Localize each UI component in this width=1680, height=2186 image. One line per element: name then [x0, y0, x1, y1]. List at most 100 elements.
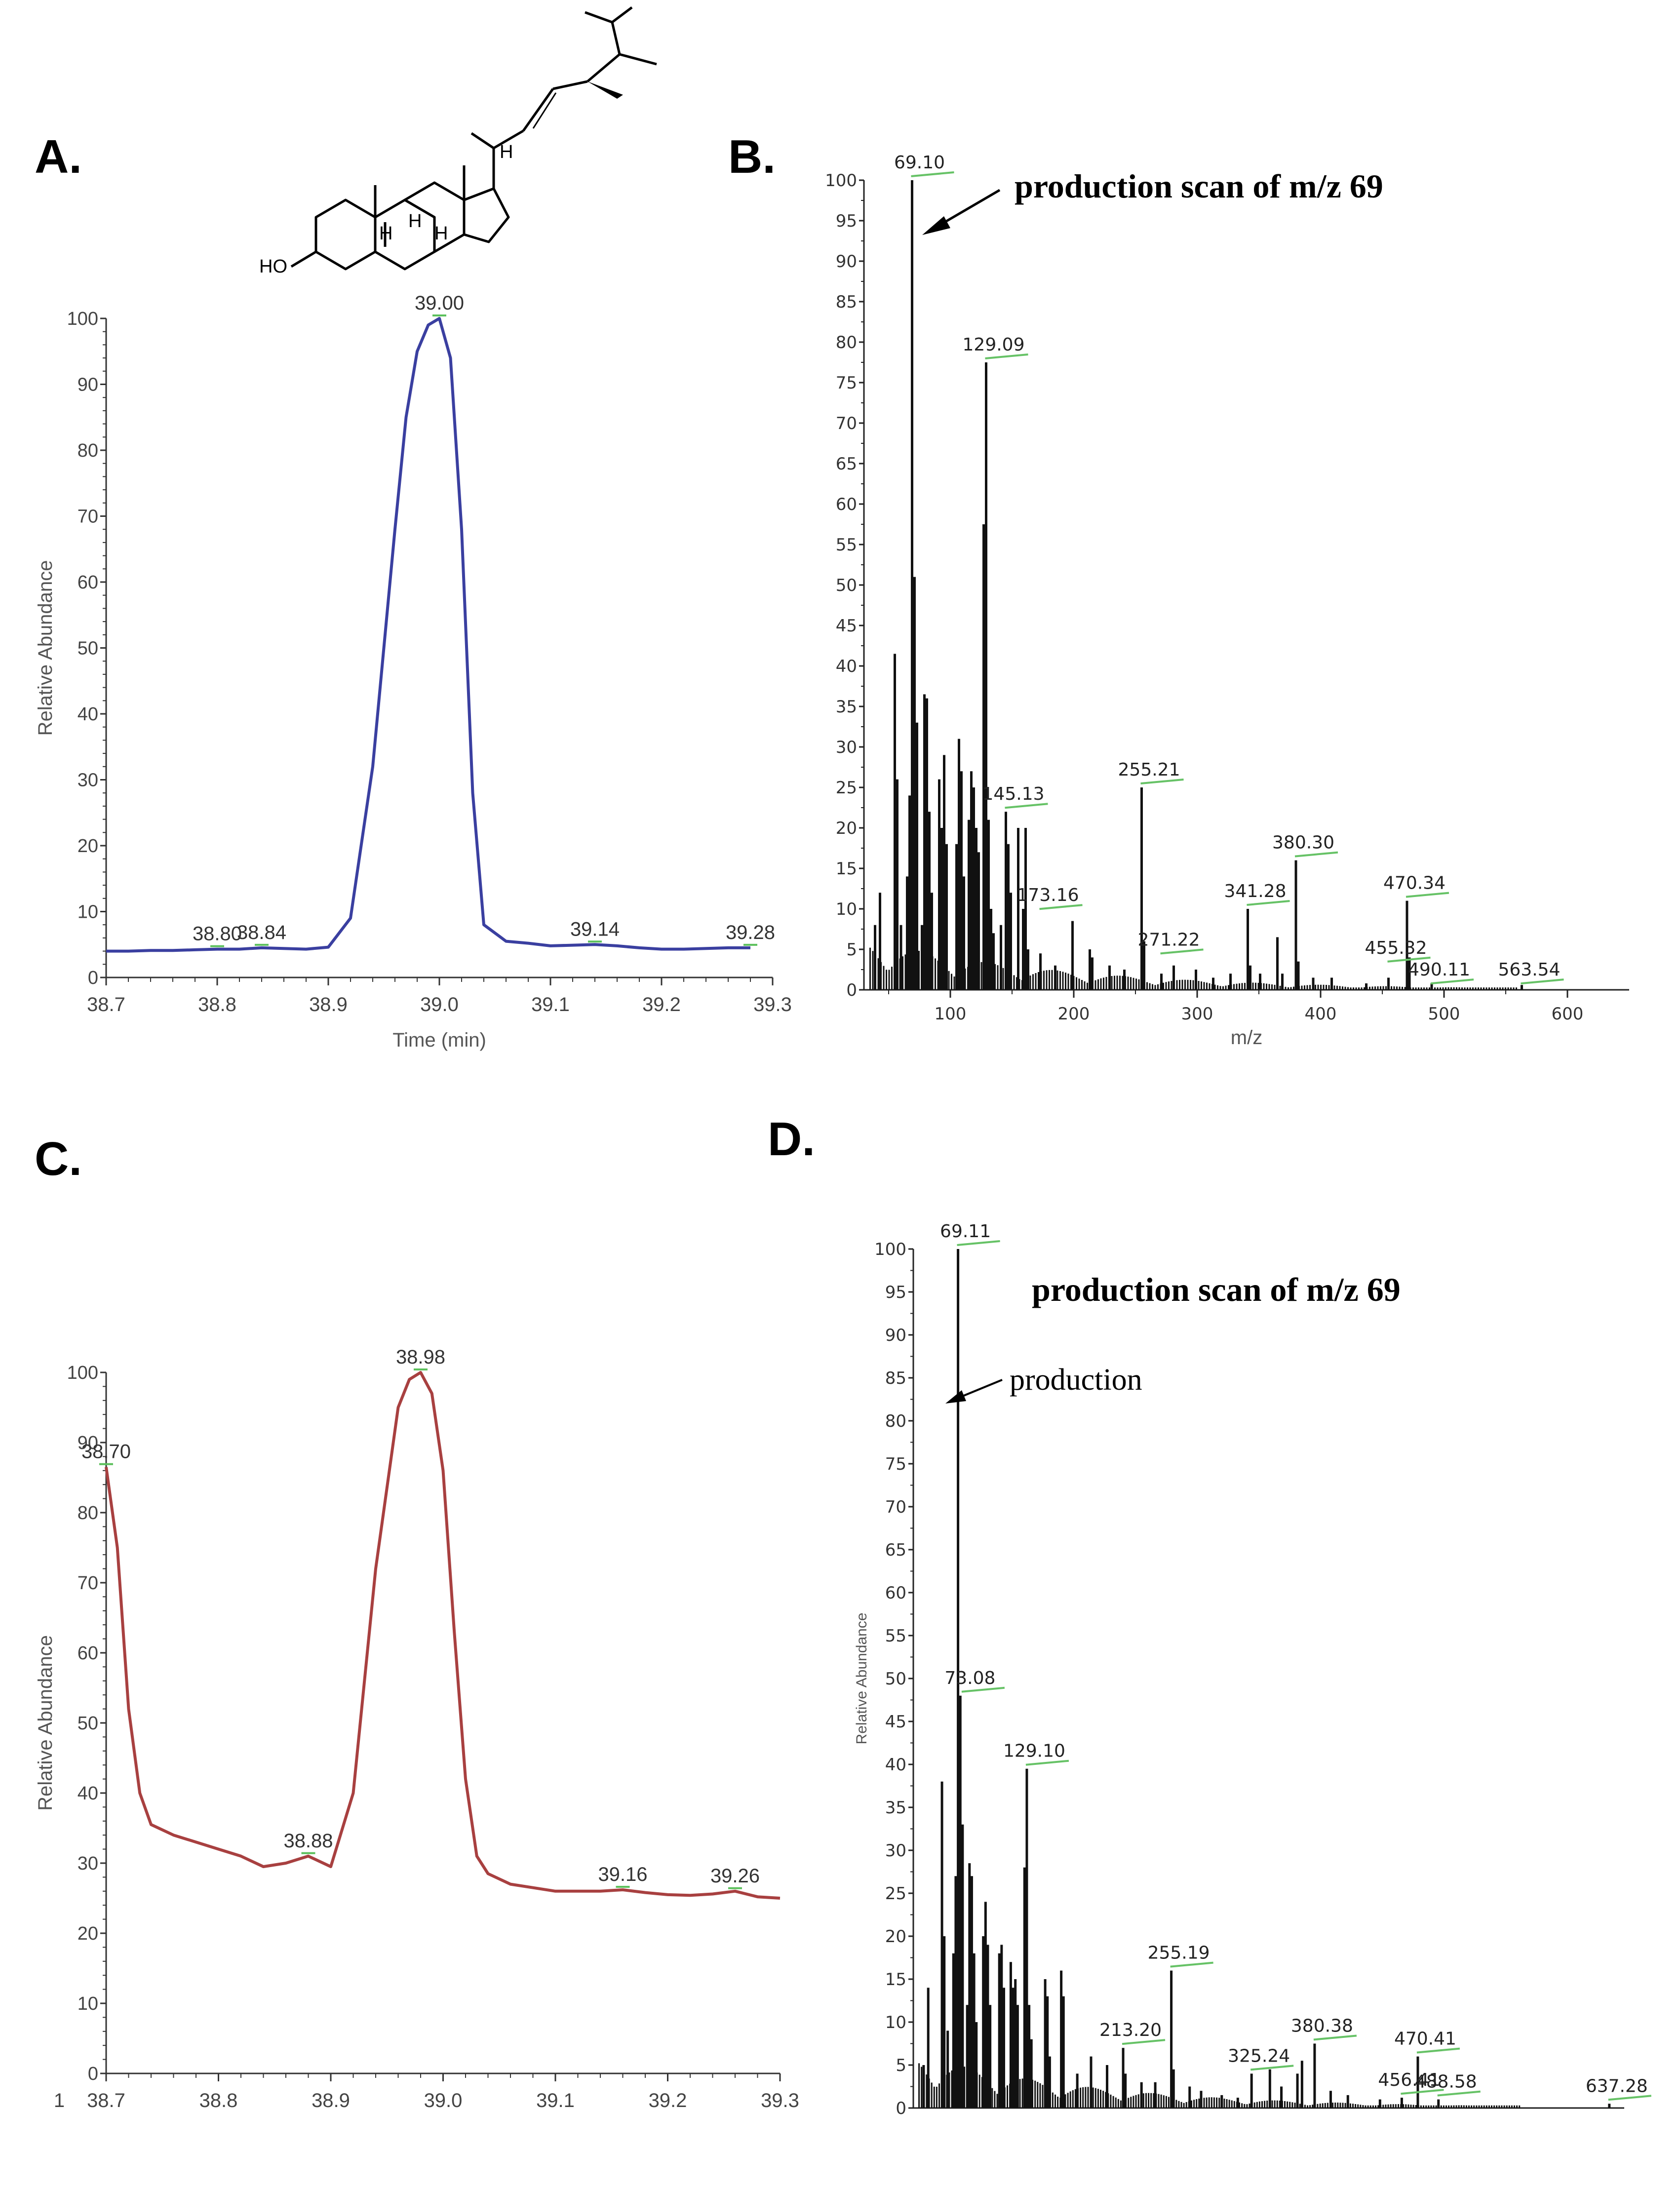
y-tick-label: 25	[836, 778, 857, 798]
peak-marker	[1608, 2095, 1651, 2101]
y-tick-label: 40	[78, 1783, 98, 1804]
annotation-d-arrow-label: production	[1010, 1363, 1142, 1397]
y-tick-label: 60	[78, 1643, 98, 1664]
y-tick-label: 5	[896, 2056, 906, 2075]
x-tick-label: 38.7	[87, 2090, 125, 2111]
peak-marker	[1437, 2090, 1481, 2097]
y-tick-label: 70	[885, 1497, 906, 1517]
y-tick-label: 20	[78, 1923, 98, 1944]
y-tick-label: 100	[874, 1240, 906, 1259]
x-axis-title: Time (min)	[392, 1029, 486, 1051]
peak-marker	[911, 171, 954, 177]
annotation-arrow-d	[945, 1379, 1003, 1404]
peak-label: 129.10	[1003, 1741, 1065, 1761]
peak-label: 637.28	[1586, 2076, 1648, 2096]
y-tick-label: 85	[836, 292, 857, 312]
peak-marker	[1430, 978, 1474, 985]
y-axis-title: Relative Abundance	[854, 1613, 870, 1745]
peak-marker	[1401, 2089, 1444, 2095]
peak-label: 39.00	[415, 292, 464, 314]
peak-marker	[1313, 2034, 1357, 2041]
structure-h-label: H	[408, 211, 422, 232]
peak-marker	[1140, 779, 1184, 784]
chromatogram-trace	[106, 317, 750, 953]
y-tick-label: 0	[846, 980, 857, 1000]
y-tick-label: 80	[78, 440, 98, 461]
peak-marker	[1247, 900, 1290, 906]
y-tick-label: 100	[67, 309, 98, 329]
peak-marker	[957, 1240, 1000, 1246]
peak-label: 39.14	[570, 918, 620, 940]
peak-label: 325.24	[1228, 2046, 1290, 2066]
y-tick-label: 40	[836, 657, 857, 676]
y-tick-label: 0	[88, 968, 98, 988]
y-tick-label: 10	[78, 1993, 98, 2014]
x-tick-label: 100	[935, 1004, 967, 1024]
peak-label: 129.09	[963, 335, 1025, 355]
y-axis-title: Relative Abundance	[35, 1635, 56, 1811]
y-tick-label: 70	[78, 1573, 98, 1594]
peak-label: 38.70	[81, 1441, 131, 1463]
peak-label: 255.19	[1148, 1943, 1210, 1963]
peak-marker	[985, 353, 1028, 359]
chromatogram-c: 0 10 20 30 40 50 60 70 80 90 100 38.7 38.8 38.9 39.0 39…	[35, 1346, 799, 2111]
y-tick-label: 35	[836, 697, 857, 717]
y-tick-label: 80	[836, 333, 857, 352]
x-tick-label: 38.9	[309, 994, 348, 1015]
x-tick-label: 38.9	[312, 2090, 350, 2111]
y-tick-label: 70	[78, 507, 98, 527]
y-tick-label: 15	[836, 859, 857, 879]
peak-marker	[1122, 2039, 1166, 2045]
panel-c-label: C.	[35, 1132, 82, 1185]
x-origin-label: 1	[54, 2090, 65, 2111]
peak-marker	[1406, 892, 1449, 898]
structure-h-label: H	[500, 142, 513, 162]
x-tick-label: 600	[1552, 1004, 1584, 1024]
y-tick-label: 55	[885, 1626, 906, 1646]
peak-label: 255.21	[1118, 760, 1180, 780]
peak-marker	[1250, 2065, 1294, 2071]
peak-marker	[1416, 2047, 1460, 2054]
peak-label: 38.84	[237, 922, 286, 943]
x-tick-label: 39.1	[531, 994, 570, 1015]
peak-label: 456.41	[1378, 2070, 1440, 2090]
peak-label: 213.20	[1099, 2020, 1162, 2040]
x-tick-label: 39.0	[420, 994, 459, 1015]
y-tick-label: 15	[885, 1970, 906, 1990]
y-tick-label: 100	[825, 171, 857, 191]
peak-label: 470.41	[1394, 2029, 1456, 2049]
y-tick-label: 10	[78, 902, 98, 923]
annotation-d: production scan of m/z 69	[1032, 1271, 1401, 1308]
x-tick-label: 39.1	[536, 2090, 575, 2111]
x-tick-label: 38.8	[199, 2090, 238, 2111]
y-tick-label: 20	[885, 1927, 906, 1947]
peak-marker	[1039, 904, 1083, 910]
y-tick-label: 40	[78, 704, 98, 725]
y-tick-label: 100	[67, 1363, 98, 1383]
y-tick-label: 60	[836, 495, 857, 514]
structure-hydroxyl-label: HO	[259, 256, 287, 277]
y-tick-label: 90	[885, 1326, 906, 1345]
peak-label: 145.13	[982, 784, 1045, 804]
y-tick-label: 85	[885, 1368, 906, 1388]
x-tick-label: 38.8	[198, 994, 236, 1015]
peak-marker	[961, 1686, 1005, 1693]
y-tick-label: 20	[78, 836, 98, 857]
y-tick-label: 40	[885, 1755, 906, 1775]
panel-d-label: D.	[768, 1113, 815, 1166]
peak-marker	[1294, 851, 1338, 858]
y-tick-label: 95	[836, 211, 857, 231]
y-axis-title: Relative Abundance	[35, 560, 56, 736]
x-tick-label: 400	[1305, 1004, 1337, 1024]
structure-wedge	[587, 81, 623, 99]
y-tick-label: 65	[836, 454, 857, 474]
peak-marker	[1025, 1759, 1069, 1766]
y-tick-label: 70	[836, 414, 857, 433]
y-tick-label: 45	[836, 616, 857, 636]
peak-marker	[1387, 956, 1431, 963]
y-tick-label: 0	[896, 2099, 906, 2118]
peak-label: 38.88	[283, 1830, 333, 1852]
mass-spectrum-d: 0 5 10 15 20 25 30 35 40 45 50 55 60 65 70 75 80 85 90 95 10…	[854, 1221, 1651, 2118]
y-tick-label: 75	[836, 373, 857, 393]
